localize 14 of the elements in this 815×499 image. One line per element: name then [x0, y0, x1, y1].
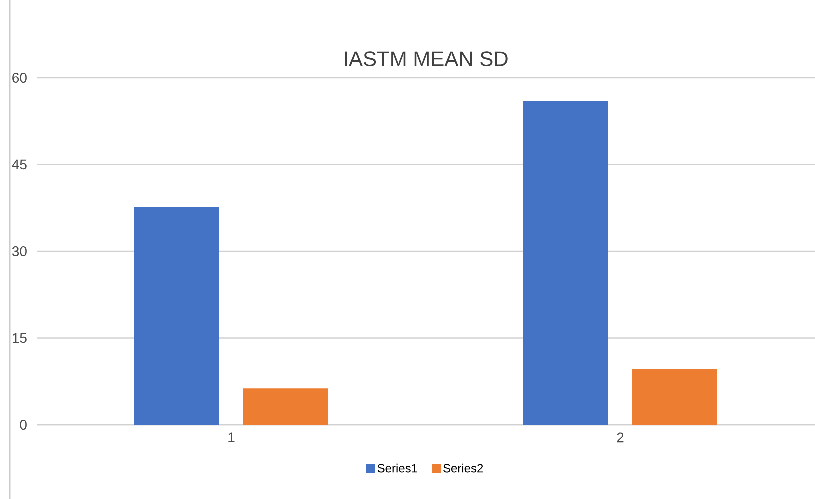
- y-tick-label: 60: [12, 73, 27, 83]
- y-tick-label: 30: [12, 246, 27, 256]
- x-tick-label: 2: [617, 432, 624, 443]
- bar: [134, 206, 220, 425]
- y-tick-label: 15: [12, 333, 27, 344]
- bar: [244, 388, 329, 425]
- legend-label: Series1: [378, 464, 418, 473]
- y-tick-label: 0: [20, 420, 27, 430]
- bar: [632, 369, 718, 425]
- x-tick-label: 1: [228, 432, 235, 442]
- y-tick-label: 45: [12, 160, 27, 170]
- legend-label: Series2: [444, 464, 484, 473]
- bar: [524, 101, 609, 425]
- chart-title: IASTM MEAN SD: [345, 52, 508, 66]
